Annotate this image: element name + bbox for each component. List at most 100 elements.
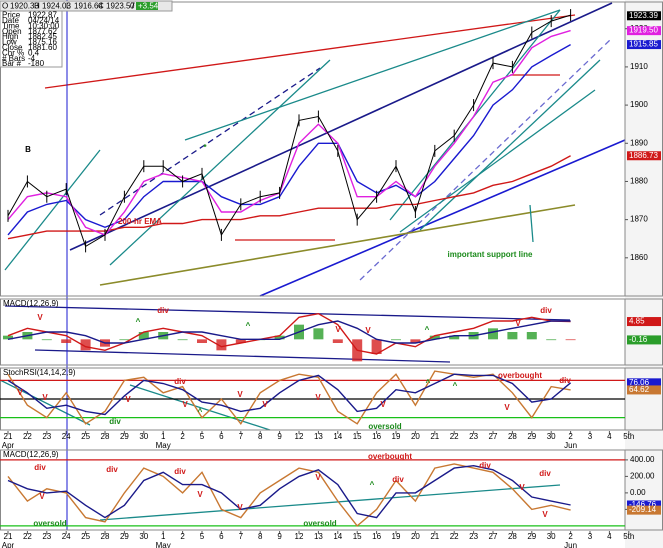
annotation: V bbox=[237, 390, 243, 399]
annotation: B bbox=[25, 145, 31, 154]
series-line bbox=[7, 43, 571, 236]
value-box-label: -146.76 bbox=[629, 500, 657, 509]
x-tick-label: 2 bbox=[180, 432, 185, 441]
x-tick-label: 8 bbox=[258, 532, 263, 541]
value-box bbox=[627, 26, 661, 36]
value-box-label: 1915.85 bbox=[629, 40, 658, 49]
x-tick-label: 29 bbox=[120, 532, 129, 541]
ohlc-text: 1923.57 bbox=[106, 2, 135, 11]
annotation: V bbox=[515, 319, 521, 328]
histogram-bar bbox=[138, 332, 149, 340]
annotation: div bbox=[174, 377, 186, 386]
y-tick-label: 1890 bbox=[630, 138, 648, 147]
annotation: V bbox=[519, 483, 525, 492]
x-tick-label: 25 bbox=[81, 532, 90, 541]
x-tick-label: 20 bbox=[411, 432, 420, 441]
series-line bbox=[7, 155, 571, 240]
data-window-key: Price bbox=[2, 11, 21, 20]
trend-line bbox=[4, 305, 571, 321]
trend-line bbox=[259, 139, 626, 297]
value-box bbox=[627, 505, 661, 515]
annotation: oversold bbox=[303, 519, 336, 528]
x-tick-label: 6 bbox=[219, 432, 224, 441]
histogram-bar bbox=[429, 335, 440, 340]
annotation: V bbox=[125, 395, 131, 404]
x-tick-label: 28 bbox=[508, 432, 517, 441]
annotation: * bbox=[203, 143, 207, 152]
value-box bbox=[627, 317, 661, 327]
data-window-key: Low bbox=[2, 38, 17, 47]
x-tick-label: 4 bbox=[607, 532, 612, 541]
ohlc-text: +3.54 bbox=[138, 2, 159, 11]
x-tick-label: 15 bbox=[353, 432, 362, 441]
x-tick-label: 6 bbox=[219, 532, 224, 541]
x-tick-label: 29 bbox=[527, 432, 536, 441]
month-label: Apr bbox=[2, 541, 15, 548]
panel-title: MACD(12,26,9) bbox=[3, 299, 59, 308]
x-tick-label: 30 bbox=[139, 432, 148, 441]
annotation: div bbox=[479, 461, 491, 470]
histogram-bar bbox=[216, 339, 227, 351]
x-tick-label: 28 bbox=[101, 432, 110, 441]
y-tick-label: 200.00 bbox=[630, 472, 655, 481]
value-box-label: 1886.73 bbox=[629, 151, 658, 160]
histogram-bar bbox=[197, 339, 207, 343]
panel-title: StochRSI(14,14,2,9) bbox=[3, 368, 76, 377]
annotation: div bbox=[174, 467, 186, 476]
annotation: V bbox=[504, 403, 510, 412]
annotation: V bbox=[380, 400, 386, 409]
trend-line bbox=[109, 59, 331, 266]
x-tick-label: 9 bbox=[277, 532, 282, 541]
x-tick-label: 21 bbox=[4, 432, 13, 441]
x-tick-label: 9 bbox=[277, 432, 282, 441]
data-window bbox=[0, 10, 63, 68]
annotation: V bbox=[17, 388, 23, 397]
value-box-label: 76.06 bbox=[629, 378, 650, 387]
annotation: ^ bbox=[453, 381, 458, 390]
series-line bbox=[7, 14, 571, 248]
annotation: V bbox=[42, 393, 48, 402]
x-tick-label: 28 bbox=[101, 532, 110, 541]
histogram-bar bbox=[449, 335, 460, 340]
series-line bbox=[7, 463, 571, 527]
trend-line bbox=[184, 9, 561, 141]
x-tick-label: 4 bbox=[607, 432, 612, 441]
month-label: Jun bbox=[564, 441, 577, 450]
ohlc-bar bbox=[0, 0, 173, 12]
x-tick-label: 28 bbox=[508, 532, 517, 541]
annotation: div bbox=[539, 469, 551, 478]
value-box bbox=[627, 40, 661, 50]
trend-line bbox=[99, 204, 576, 286]
data-window-value: -180 bbox=[28, 59, 45, 68]
annotation: overbought bbox=[368, 452, 412, 461]
series-line bbox=[7, 320, 571, 344]
annotation: oversold bbox=[33, 519, 66, 528]
x-tick-label: 23 bbox=[469, 532, 478, 541]
data-window-value: 04/24/14 bbox=[28, 16, 60, 25]
x-tick-label: 25 bbox=[81, 432, 90, 441]
x-tick-label: 13 bbox=[314, 532, 323, 541]
panel-title: MACD(12,26,9) bbox=[3, 450, 59, 459]
histogram-bar bbox=[488, 328, 498, 340]
ohlc-text: 1920.33 bbox=[10, 2, 39, 11]
data-window-key: Close bbox=[2, 43, 23, 52]
value-box bbox=[627, 335, 661, 345]
value-box-label: 1923.39 bbox=[629, 11, 658, 20]
x-tick-label: 22 bbox=[450, 432, 459, 441]
value-box bbox=[627, 151, 661, 161]
annotation: oversold bbox=[368, 422, 401, 431]
annotation: overbought bbox=[498, 371, 542, 380]
histogram-bar bbox=[313, 328, 324, 340]
series-line bbox=[7, 373, 572, 416]
x-tick-label: 20 bbox=[411, 532, 420, 541]
annotation: ^ bbox=[198, 407, 203, 416]
x-tick-label: 27 bbox=[489, 532, 498, 541]
value-box bbox=[627, 500, 661, 510]
x-tick-label: 24 bbox=[62, 532, 71, 541]
histogram-bar bbox=[410, 339, 421, 343]
data-window-value: -4 bbox=[28, 54, 36, 63]
annotation: ^ bbox=[246, 321, 251, 330]
x-tick-label: 5 bbox=[200, 432, 205, 441]
y-tick-label: 1900 bbox=[630, 100, 648, 109]
x-tick-label: 3 bbox=[588, 532, 593, 541]
